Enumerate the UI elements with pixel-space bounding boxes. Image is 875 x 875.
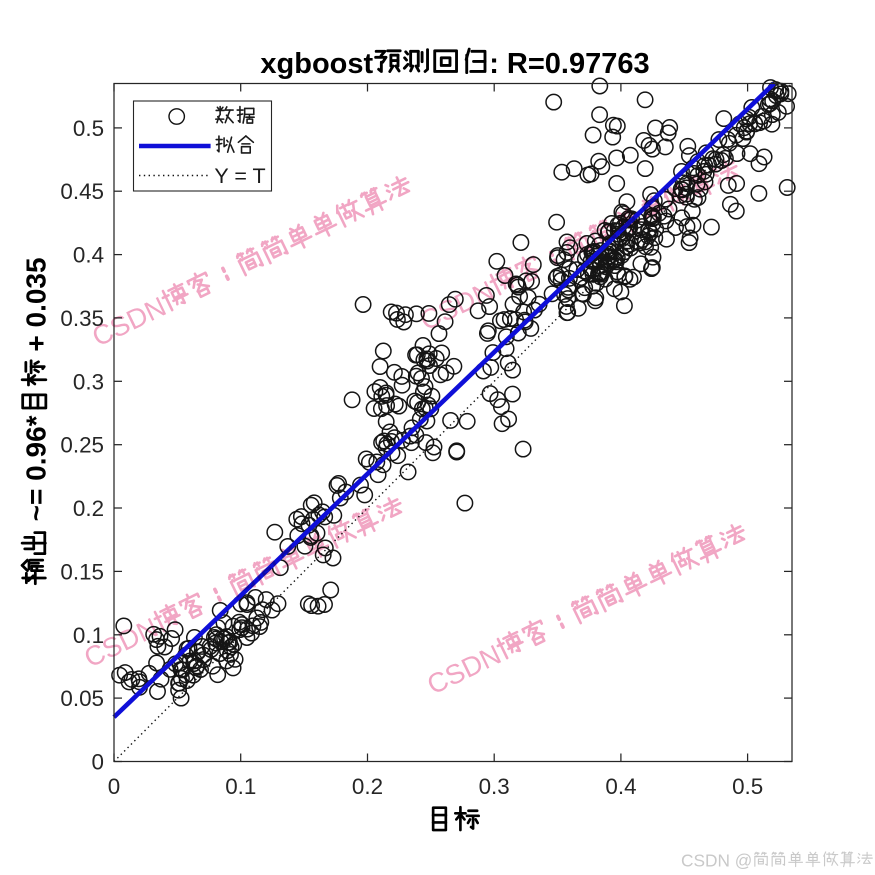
svg-text:0.15: 0.15: [60, 559, 104, 584]
svg-text:0.05: 0.05: [60, 686, 104, 711]
svg-text:0.1: 0.1: [73, 623, 104, 648]
svg-text:0.25: 0.25: [60, 433, 104, 458]
svg-text:0.45: 0.45: [60, 179, 104, 204]
svg-text:~= 0.96*: ~= 0.96*: [21, 415, 52, 529]
svg-text:0.4: 0.4: [605, 774, 636, 799]
svg-text:0.4: 0.4: [73, 243, 104, 268]
svg-text:Y = T: Y = T: [214, 164, 265, 188]
svg-text:0.3: 0.3: [73, 369, 104, 394]
svg-text:0.2: 0.2: [352, 774, 383, 799]
svg-text:: R=0.97763: : R=0.97763: [489, 48, 649, 80]
svg-text:0.3: 0.3: [479, 774, 510, 799]
svg-text:xgboost: xgboost: [260, 48, 373, 80]
svg-text:0.5: 0.5: [732, 774, 763, 799]
svg-text:0: 0: [108, 774, 120, 799]
svg-text:0.1: 0.1: [225, 774, 256, 799]
svg-text:0: 0: [92, 750, 104, 775]
svg-text:+ 0.035: + 0.035: [21, 257, 52, 359]
svg-text:0.2: 0.2: [73, 496, 104, 521]
svg-text:0.35: 0.35: [60, 306, 104, 331]
svg-text:CSDN @: CSDN @: [681, 851, 752, 871]
svg-text:0.5: 0.5: [73, 116, 104, 141]
